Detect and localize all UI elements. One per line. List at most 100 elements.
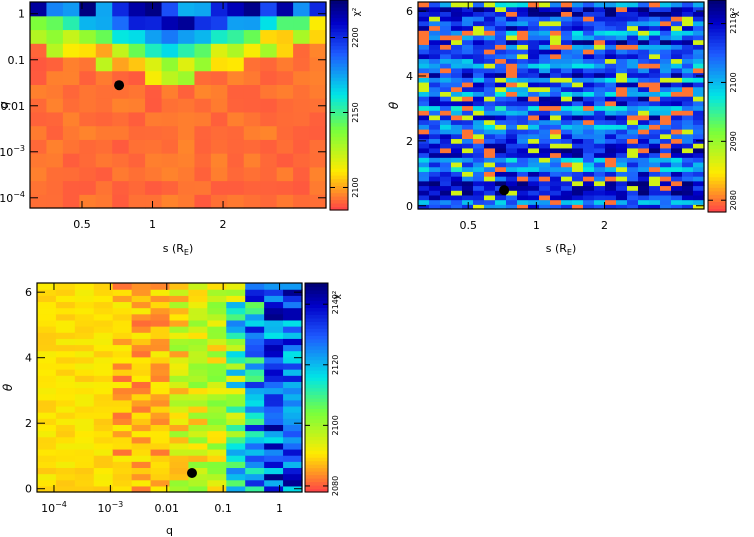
- heatmap-cell: [594, 58, 606, 64]
- colorbar-segment: [708, 137, 726, 142]
- heatmap-cell: [594, 143, 606, 149]
- heatmap-cell: [506, 53, 518, 60]
- heatmap-cell: [616, 171, 628, 177]
- heatmap-cell: [55, 344, 76, 352]
- heatmap-cell: [682, 157, 694, 163]
- heatmap-cell: [429, 152, 441, 158]
- heatmap-cell: [638, 161, 650, 168]
- heatmap-cell: [682, 96, 694, 102]
- heatmap-cell: [128, 139, 146, 154]
- heatmap-cell: [150, 338, 171, 346]
- heatmap-cell: [528, 161, 540, 168]
- heatmap-cell: [150, 326, 171, 333]
- heatmap-cell: [451, 161, 463, 168]
- heatmap-cell: [161, 180, 179, 195]
- heatmap-cell: [660, 124, 672, 130]
- heatmap-cell: [79, 70, 97, 85]
- heatmap-cell: [682, 199, 694, 205]
- heatmap-cell: [649, 194, 661, 201]
- heatmap-cell: [293, 84, 311, 99]
- heatmap-cell: [188, 412, 208, 419]
- heatmap-cell: [178, 56, 196, 72]
- heatmap-cell: [539, 180, 551, 187]
- heatmap-cell: [260, 180, 278, 195]
- colorbar-segment: [708, 106, 726, 111]
- heatmap-cell: [594, 152, 606, 158]
- heatmap-cell: [473, 49, 485, 55]
- heatmap-cell: [55, 369, 76, 376]
- heatmap-cell: [112, 455, 133, 462]
- heatmap-cell: [649, 152, 661, 158]
- heatmap-cell: [451, 129, 463, 135]
- x-axis-label: s (RE): [546, 242, 577, 257]
- colorbar-segment: [708, 155, 726, 160]
- heatmap-cell: [178, 166, 196, 182]
- heatmap-cell: [682, 81, 694, 88]
- colorbar-segment: [330, 199, 348, 204]
- heatmap-cell: [572, 124, 584, 130]
- heatmap-cell: [682, 114, 694, 121]
- heatmap-cell: [627, 34, 639, 41]
- heatmap-cell: [517, 91, 529, 97]
- heatmap-cell: [178, 194, 196, 209]
- heatmap-cell: [55, 479, 76, 487]
- heatmap-cell: [671, 39, 683, 45]
- colorbar-segment: [305, 439, 328, 444]
- heatmap-cell: [506, 96, 518, 102]
- colorbar-segment: [708, 102, 726, 107]
- heatmap-cell: [506, 129, 518, 135]
- heatmap-cell: [605, 53, 617, 60]
- heatmap-cell: [418, 81, 430, 88]
- heatmap-cell: [682, 72, 694, 78]
- heatmap-cell: [473, 190, 485, 196]
- heatmap-cell: [539, 171, 551, 177]
- heatmap-cell: [462, 171, 474, 177]
- panel-a-cells: [30, 2, 327, 209]
- heatmap-cell: [93, 399, 114, 407]
- heatmap-cell: [649, 49, 661, 55]
- heatmap-cell: [245, 319, 265, 327]
- colorbar-segment: [305, 422, 328, 427]
- heatmap-cell: [207, 301, 227, 309]
- heatmap-cell: [671, 86, 683, 92]
- heatmap-cell: [93, 307, 114, 315]
- colorbar-segment: [305, 425, 328, 430]
- heatmap-cell: [638, 105, 650, 111]
- heatmap-cell: [627, 53, 639, 60]
- colorbar-segment: [305, 443, 328, 448]
- heatmap-cell: [682, 180, 694, 187]
- heatmap-cell: [46, 56, 64, 72]
- heatmap-cell: [188, 344, 208, 352]
- heatmap-cell: [30, 111, 48, 127]
- heatmap-cell: [671, 199, 683, 205]
- heatmap-cell: [207, 461, 227, 469]
- heatmap-cell: [583, 114, 595, 121]
- heatmap-cell: [245, 485, 265, 493]
- colorbar-segment: [305, 377, 328, 382]
- heatmap-cell: [451, 147, 463, 154]
- heatmap-cell: [605, 49, 617, 55]
- heatmap-cell: [429, 199, 441, 205]
- heatmap-cell: [517, 86, 529, 92]
- heatmap-cell: [693, 180, 705, 187]
- heatmap-cell: [243, 43, 261, 58]
- heatmap-cell: [517, 114, 529, 121]
- heatmap-cell: [616, 161, 628, 168]
- heatmap-cell: [37, 338, 57, 346]
- y-tick-label: 0: [406, 200, 413, 213]
- heatmap-cell: [517, 180, 529, 187]
- heatmap-cell: [260, 70, 278, 85]
- heatmap-cell: [227, 139, 245, 154]
- heatmap-cell: [131, 387, 152, 395]
- colorbar-segment: [305, 289, 328, 295]
- heatmap-cell: [528, 204, 540, 210]
- heatmap-cell: [37, 455, 57, 462]
- heatmap-cell: [169, 319, 190, 327]
- heatmap-cell: [210, 2, 228, 17]
- heatmap-cell: [638, 2, 650, 8]
- heatmap-cell: [37, 436, 57, 444]
- heatmap-cell: [150, 479, 171, 487]
- heatmap-cell: [583, 11, 595, 17]
- heatmap-cell: [528, 2, 540, 8]
